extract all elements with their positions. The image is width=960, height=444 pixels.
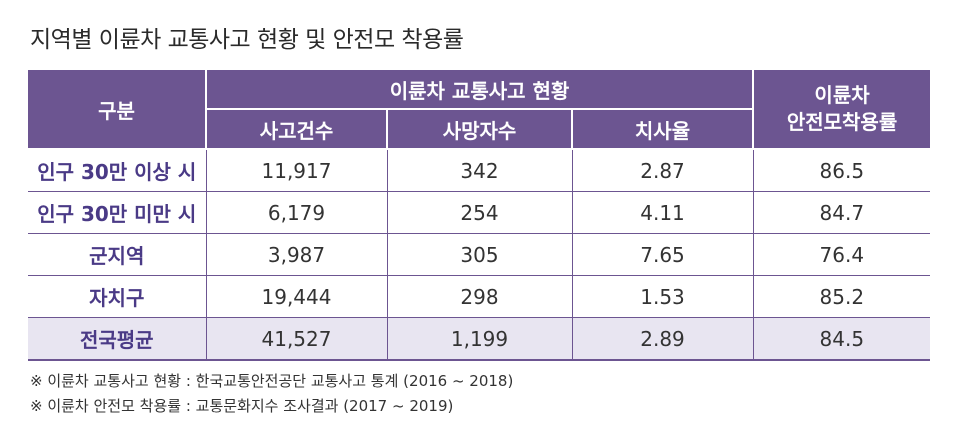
- cell-fatality-rate: 2.87: [571, 149, 754, 192]
- cell-fatality-rate: 1.53: [571, 275, 754, 318]
- table-row-average: 전국평균 41,527 1,199 2.89 84.5: [28, 317, 931, 361]
- row-label: 자치구: [28, 275, 206, 318]
- header-fatality-rate: 치사율: [570, 109, 754, 150]
- table-row: 인구 30만 미만 시 6,179 254 4.11 84.7: [28, 191, 931, 234]
- cell-deaths: 1,199: [386, 317, 572, 361]
- cell-fatality-rate: 2.89: [571, 317, 754, 361]
- table-row: 군지역 3,987 305 7.65 76.4: [28, 233, 931, 276]
- row-label: 군지역: [28, 233, 206, 276]
- page-title: 지역별 이륜차 교통사고 현황 및 안전모 착용률: [30, 27, 464, 53]
- cell-accidents: 6,179: [205, 191, 387, 234]
- cell-deaths: 305: [386, 233, 572, 276]
- row-label: 인구 30만 이상 시: [28, 149, 206, 192]
- cell-helmet-rate: 84.7: [752, 191, 931, 234]
- cell-accidents: 3,987: [205, 233, 387, 276]
- cell-deaths: 254: [386, 191, 572, 234]
- source-notes: ※ 이륜차 교통사고 현황 : 한국교통안전공단 교통사고 통계 (2016 ~…: [30, 369, 513, 419]
- cell-deaths: 342: [386, 149, 572, 192]
- header-accident-status: 이륜차 교통사고 현황: [204, 70, 754, 110]
- cell-fatality-rate: 4.11: [571, 191, 754, 234]
- source-note: ※ 이륜차 교통사고 현황 : 한국교통안전공단 교통사고 통계 (2016 ~…: [30, 372, 514, 390]
- cell-helmet-rate: 76.4: [752, 233, 931, 276]
- cell-accidents: 41,527: [205, 317, 387, 361]
- cell-helmet-rate: 85.2: [752, 275, 931, 318]
- table-row: 자치구 19,444 298 1.53 85.2: [28, 275, 931, 318]
- row-label: 인구 30만 미만 시: [28, 191, 206, 234]
- cell-fatality-rate: 7.65: [571, 233, 754, 276]
- header-accidents: 사고건수: [205, 109, 387, 150]
- cell-deaths: 298: [386, 275, 572, 318]
- cell-accidents: 19,444: [205, 275, 387, 318]
- source-note: ※ 이륜차 안전모 착용률 : 교통문화지수 조사결과 (2017 ~ 2019…: [30, 397, 454, 415]
- header-helmet-rate: 이륜차 안전모착용률: [752, 70, 931, 150]
- row-label: 전국평균: [28, 317, 206, 361]
- header-category: 구분: [28, 70, 206, 150]
- table-row: 인구 30만 이상 시 11,917 342 2.87 86.5: [28, 149, 931, 192]
- header-deaths: 사망자수: [386, 109, 572, 150]
- cell-helmet-rate: 86.5: [752, 149, 931, 192]
- table-header: 구분 이륜차 교통사고 현황 이륜차 안전모착용률 사고건수 사망자수 치사율: [28, 70, 931, 150]
- cell-accidents: 11,917: [205, 149, 387, 192]
- cell-helmet-rate: 84.5: [752, 317, 931, 361]
- accident-stats-table: 구분 이륜차 교통사고 현황 이륜차 안전모착용률 사고건수 사망자수 치사율 …: [28, 70, 931, 361]
